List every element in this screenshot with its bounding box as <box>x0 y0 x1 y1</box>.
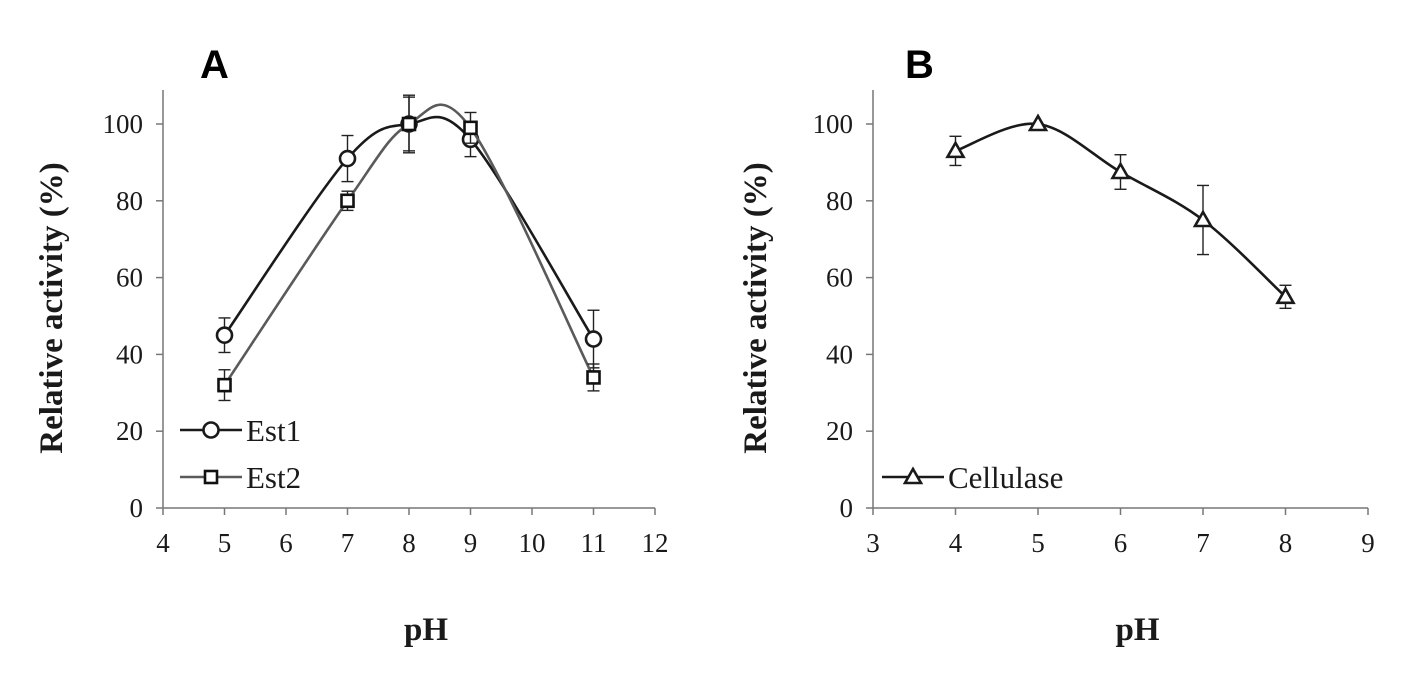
x-tick-label: 5 <box>218 528 232 558</box>
panel-label: B <box>905 43 934 87</box>
y-tick-label: 100 <box>103 109 144 139</box>
data-point <box>945 140 966 159</box>
x-tick-label: 12 <box>642 528 669 558</box>
legend-label: Est2 <box>246 460 301 495</box>
x-tick-label: 8 <box>402 528 416 558</box>
y-tick-label: 100 <box>813 109 854 139</box>
legend-marker <box>203 469 219 485</box>
data-point <box>338 149 357 168</box>
x-tick-label: 3 <box>866 528 880 558</box>
panel-label: A <box>200 43 229 87</box>
legend-entry: Cellulase <box>882 460 1063 495</box>
y-tick-label: 60 <box>116 263 143 293</box>
panel-a: A 0 20 40 60 80 100 4 5 6 7 8 9 10 11 12 pH Relative acti… <box>34 43 669 648</box>
x-tick-label: 9 <box>464 528 478 558</box>
data-point <box>215 326 234 345</box>
x-tick-label: 10 <box>519 528 546 558</box>
y-tick-label: 40 <box>826 339 853 369</box>
data-point <box>1275 286 1296 305</box>
y-axis-title: Relative activity (%) <box>738 162 774 453</box>
data-point <box>584 330 603 348</box>
y-tick-label: 0 <box>840 493 854 523</box>
legend-entry: Est1 <box>180 413 301 448</box>
data-point <box>1027 113 1049 132</box>
data-point <box>1110 161 1131 180</box>
y-tick-label: 20 <box>826 416 853 446</box>
data-point <box>217 377 232 393</box>
data-point <box>401 116 417 132</box>
series-est2 <box>217 96 601 402</box>
x-tick-label: 9 <box>1361 528 1375 558</box>
x-tick-label: 7 <box>1196 528 1210 558</box>
x-axis-title: pH <box>404 612 448 648</box>
panel-b: B 0 20 40 60 80 100 3 4 5 6 7 8 9 pH Relative activity … <box>738 43 1375 648</box>
series-line <box>955 122 1287 298</box>
x-tick-label: 4 <box>949 528 963 558</box>
legend-entry: Est2 <box>180 460 301 495</box>
x-tick-label: 6 <box>1114 528 1128 558</box>
legend-marker <box>202 421 220 439</box>
x-tick-label: 6 <box>279 528 293 558</box>
legend-label: Est1 <box>246 413 301 448</box>
x-tick-label: 4 <box>156 528 170 558</box>
y-tick-label: 40 <box>116 339 143 369</box>
x-tick-label: 5 <box>1031 528 1045 558</box>
y-tick-label: 60 <box>826 263 853 293</box>
series-cellulase <box>945 113 1296 310</box>
y-tick-label: 0 <box>130 493 144 523</box>
data-point <box>340 193 355 209</box>
x-tick-label: 11 <box>581 528 607 558</box>
data-point <box>586 370 601 385</box>
y-axis-title: Relative activity (%) <box>34 162 70 453</box>
x-tick-label: 8 <box>1279 528 1293 558</box>
y-tick-label: 20 <box>116 416 143 446</box>
x-axis-title: pH <box>1115 612 1159 648</box>
data-point <box>1192 209 1214 228</box>
x-tick-label: 7 <box>341 528 355 558</box>
legend-marker <box>902 466 924 485</box>
legend-label: Cellulase <box>948 460 1063 495</box>
data-point <box>463 120 478 136</box>
y-tick-label: 80 <box>116 186 143 216</box>
y-tick-label: 80 <box>826 186 853 216</box>
